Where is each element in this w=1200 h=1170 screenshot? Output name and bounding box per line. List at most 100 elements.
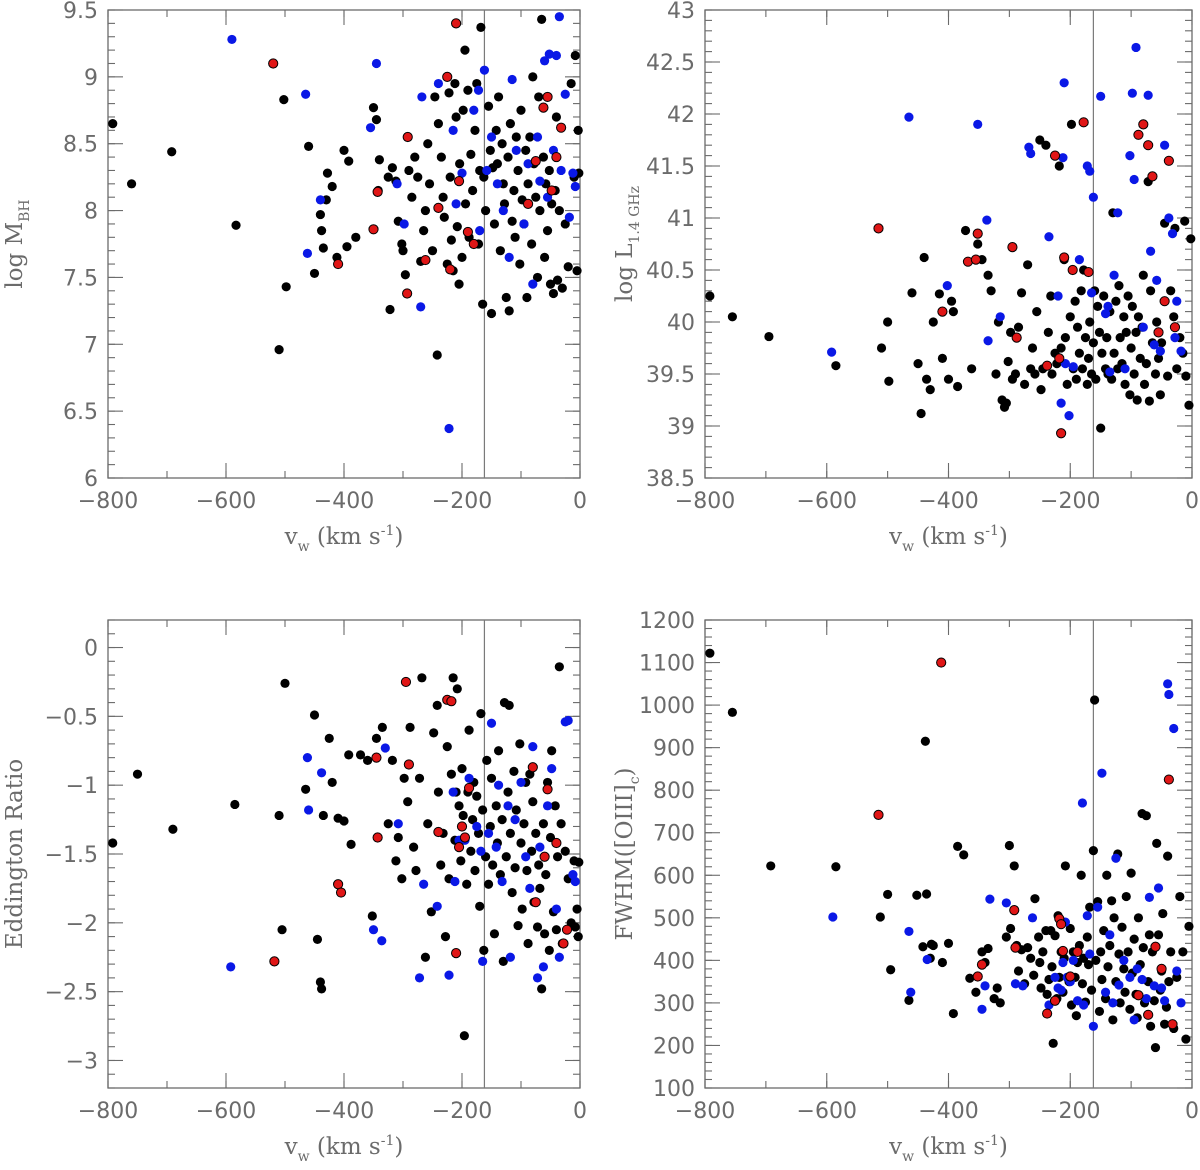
y-tick-label: 7 — [84, 333, 98, 358]
point-black — [1123, 291, 1133, 301]
point-blue — [1079, 1000, 1089, 1010]
point-black — [883, 317, 893, 327]
point-black — [1077, 979, 1088, 989]
point-black — [995, 998, 1005, 1008]
point-black — [1129, 934, 1139, 944]
point-blue — [568, 168, 578, 178]
point-blue — [1163, 679, 1173, 689]
point-blue — [302, 248, 313, 258]
point-red — [372, 832, 383, 843]
point-red — [453, 176, 465, 187]
point-black — [132, 769, 143, 779]
point-blue — [516, 777, 526, 788]
x-tick-label: 0 — [573, 489, 587, 514]
point-blue — [1100, 987, 1111, 997]
point-blue — [316, 768, 327, 778]
point-blue — [538, 962, 549, 972]
point-black — [327, 777, 337, 788]
point-black — [486, 308, 497, 319]
point-black — [391, 856, 401, 866]
point-black — [339, 145, 349, 155]
point-black — [470, 125, 480, 135]
point-red — [1133, 129, 1144, 140]
point-black — [1091, 955, 1101, 965]
point-black — [309, 268, 320, 279]
point-black — [1184, 400, 1194, 410]
x-axis-label: vw (km s-1) — [888, 523, 1008, 555]
point-blue — [486, 718, 497, 728]
point-black — [527, 846, 537, 856]
point-blue — [1160, 140, 1170, 150]
x-tick-label: −800 — [675, 489, 735, 514]
point-black — [458, 810, 468, 821]
point-black — [510, 232, 520, 242]
scatter-points — [108, 12, 584, 434]
point-black — [540, 252, 550, 262]
point-blue — [1058, 957, 1068, 968]
y-tick-label: −3 — [66, 1049, 98, 1074]
y-tick-label: 8.5 — [63, 133, 98, 158]
point-black — [1013, 966, 1024, 976]
point-blue — [983, 336, 993, 346]
point-black — [531, 192, 541, 202]
y-tick-label: 7.5 — [63, 266, 98, 291]
point-blue — [315, 195, 325, 205]
point-black — [327, 181, 337, 192]
point-black — [445, 172, 455, 182]
point-blue — [1085, 166, 1095, 176]
point-black — [483, 101, 494, 111]
y-tick-label: 300 — [653, 992, 695, 1017]
point-blue — [1068, 955, 1078, 965]
point-black — [1088, 845, 1098, 856]
point-black — [304, 141, 314, 151]
series-black — [705, 119, 1196, 433]
y-tick-label: 8 — [84, 200, 98, 225]
point-red — [1156, 963, 1167, 974]
point-black — [513, 920, 523, 931]
point-black — [419, 226, 429, 236]
point-black — [427, 246, 438, 256]
point-black — [505, 119, 515, 129]
point-black — [1152, 838, 1162, 848]
point-black — [509, 185, 519, 196]
point-blue — [904, 112, 914, 122]
point-blue — [1096, 91, 1106, 101]
point-blue — [525, 883, 535, 894]
point-black — [1074, 348, 1084, 358]
point-blue — [973, 119, 983, 129]
point-blue — [554, 12, 564, 22]
point-blue — [1143, 90, 1153, 100]
point-black — [344, 156, 354, 166]
point-red — [1056, 428, 1067, 439]
point-black — [1119, 964, 1129, 974]
point-black — [1082, 932, 1092, 942]
y-tick-label: 42.5 — [646, 51, 695, 76]
point-black — [1072, 322, 1083, 332]
point-black — [566, 78, 576, 89]
point-blue — [1176, 998, 1186, 1008]
point-blue — [547, 764, 557, 774]
point-red — [530, 897, 541, 908]
point-blue — [1125, 151, 1135, 161]
y-tick-label: 500 — [653, 907, 695, 932]
point-blue — [980, 981, 990, 991]
point-black — [483, 879, 494, 889]
point-black — [463, 85, 473, 95]
point-blue — [1172, 296, 1182, 306]
point-black — [486, 773, 497, 783]
point-black — [489, 219, 500, 229]
point-black — [367, 911, 377, 921]
point-red — [402, 131, 413, 143]
point-red — [433, 202, 444, 213]
point-black — [497, 814, 507, 825]
point-red — [542, 91, 553, 103]
x-tick-label: −200 — [1040, 489, 1100, 514]
point-black — [545, 279, 556, 289]
point-black — [1163, 851, 1173, 861]
point-blue — [1172, 966, 1182, 976]
point-black — [501, 292, 511, 303]
point-blue — [1077, 798, 1088, 808]
point-black — [1172, 364, 1182, 374]
point-red — [1169, 322, 1181, 333]
